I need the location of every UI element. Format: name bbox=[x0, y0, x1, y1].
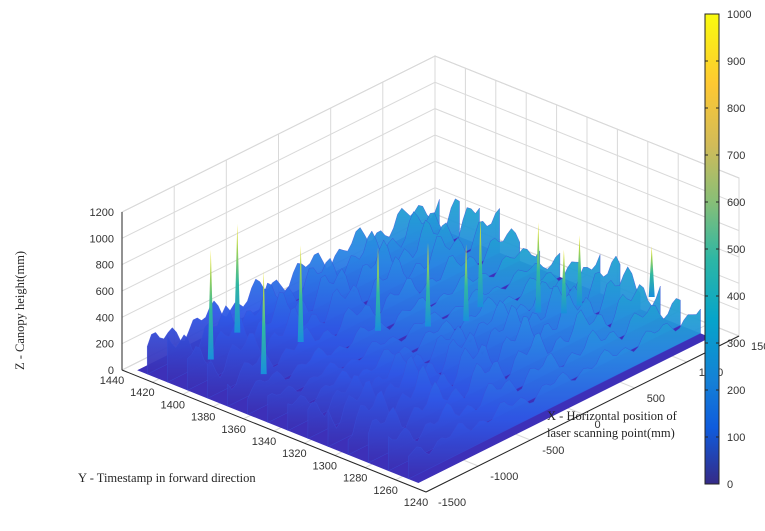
y-axis-line bbox=[121, 369, 427, 493]
x-tick-label: 1500 bbox=[751, 341, 765, 353]
surface-spike bbox=[463, 244, 470, 322]
surface-spike bbox=[477, 219, 484, 308]
surface-spike bbox=[207, 249, 214, 360]
z-tick-label: 400 bbox=[96, 312, 114, 324]
y-tick-label: 1260 bbox=[373, 485, 397, 497]
surface-ridge bbox=[347, 266, 641, 456]
x-tick-label: 500 bbox=[647, 393, 665, 405]
surface-spike bbox=[535, 222, 542, 313]
x-tick-label: -500 bbox=[542, 445, 564, 457]
y-tick-label: 1340 bbox=[252, 436, 276, 448]
surface-spike bbox=[425, 242, 431, 327]
colorbar-tick-label: 100 bbox=[727, 432, 745, 444]
z-tick-label: 1000 bbox=[90, 233, 114, 245]
colorbar-tick-label: 1000 bbox=[727, 9, 751, 21]
y-tick-label: 1280 bbox=[343, 473, 367, 485]
z-tick-label: 600 bbox=[96, 286, 114, 298]
colorbar-tick-label: 700 bbox=[727, 150, 745, 162]
z-tick-label: 800 bbox=[96, 260, 114, 272]
y-tick-label: 1400 bbox=[161, 399, 185, 411]
y-tick-label: 1420 bbox=[130, 387, 154, 399]
surface-spike bbox=[234, 223, 241, 333]
x-axis-line bbox=[425, 335, 740, 493]
colorbar-tick-label: 400 bbox=[727, 291, 745, 303]
y-tick-label: 1320 bbox=[282, 448, 306, 460]
surface-spike bbox=[576, 235, 583, 306]
colorbar-tick-label: 300 bbox=[727, 338, 745, 350]
y-tick-label: 1360 bbox=[221, 424, 245, 436]
surface-ridge bbox=[207, 207, 500, 399]
y-tick-label: 1380 bbox=[191, 412, 215, 424]
x-tick-label: -1500 bbox=[438, 497, 466, 509]
surface-ridge bbox=[408, 308, 701, 480]
surface-spike bbox=[297, 245, 304, 342]
z-tick-label: 200 bbox=[96, 339, 114, 351]
colorbar-tick-label: 500 bbox=[727, 244, 745, 256]
colorbar-tick-label: 800 bbox=[727, 103, 745, 115]
surface-spike bbox=[260, 270, 267, 375]
z-tick-label: 1200 bbox=[90, 207, 114, 219]
surface-spike bbox=[375, 247, 381, 331]
surface-spike bbox=[648, 246, 655, 297]
x-axis-label-line2: laser scanning point(mm) bbox=[547, 426, 675, 440]
x-tick-label: 0 bbox=[595, 419, 601, 431]
z-axis-label: Z - Canopy height(mm) bbox=[13, 251, 27, 370]
colorbar-tick-label: 600 bbox=[727, 197, 745, 209]
y-tick-label: 1440 bbox=[100, 375, 124, 387]
canopy-surface bbox=[137, 198, 711, 483]
x-axis-label: X - Horizontal position of bbox=[547, 409, 678, 423]
colorbar-tick-label: 200 bbox=[727, 385, 745, 397]
colorbar-tick-label: 0 bbox=[727, 479, 733, 491]
colorbar-tick-label: 900 bbox=[727, 56, 745, 68]
axis-lines bbox=[121, 211, 740, 493]
y-tick-label: 1240 bbox=[404, 497, 428, 509]
colorbar: 0 100 200 300 400 500 600 700 800 900 1000 bbox=[704, 9, 751, 491]
y-axis-label: Y - Timestamp in forward direction bbox=[78, 471, 256, 485]
surface-spike bbox=[560, 249, 567, 314]
tick-labels: 0200400600800100012001240126012801300132… bbox=[90, 207, 765, 509]
x-tick-label: -1000 bbox=[490, 471, 518, 483]
z-tick-label: 0 bbox=[108, 365, 114, 377]
y-tick-label: 1300 bbox=[313, 460, 337, 472]
